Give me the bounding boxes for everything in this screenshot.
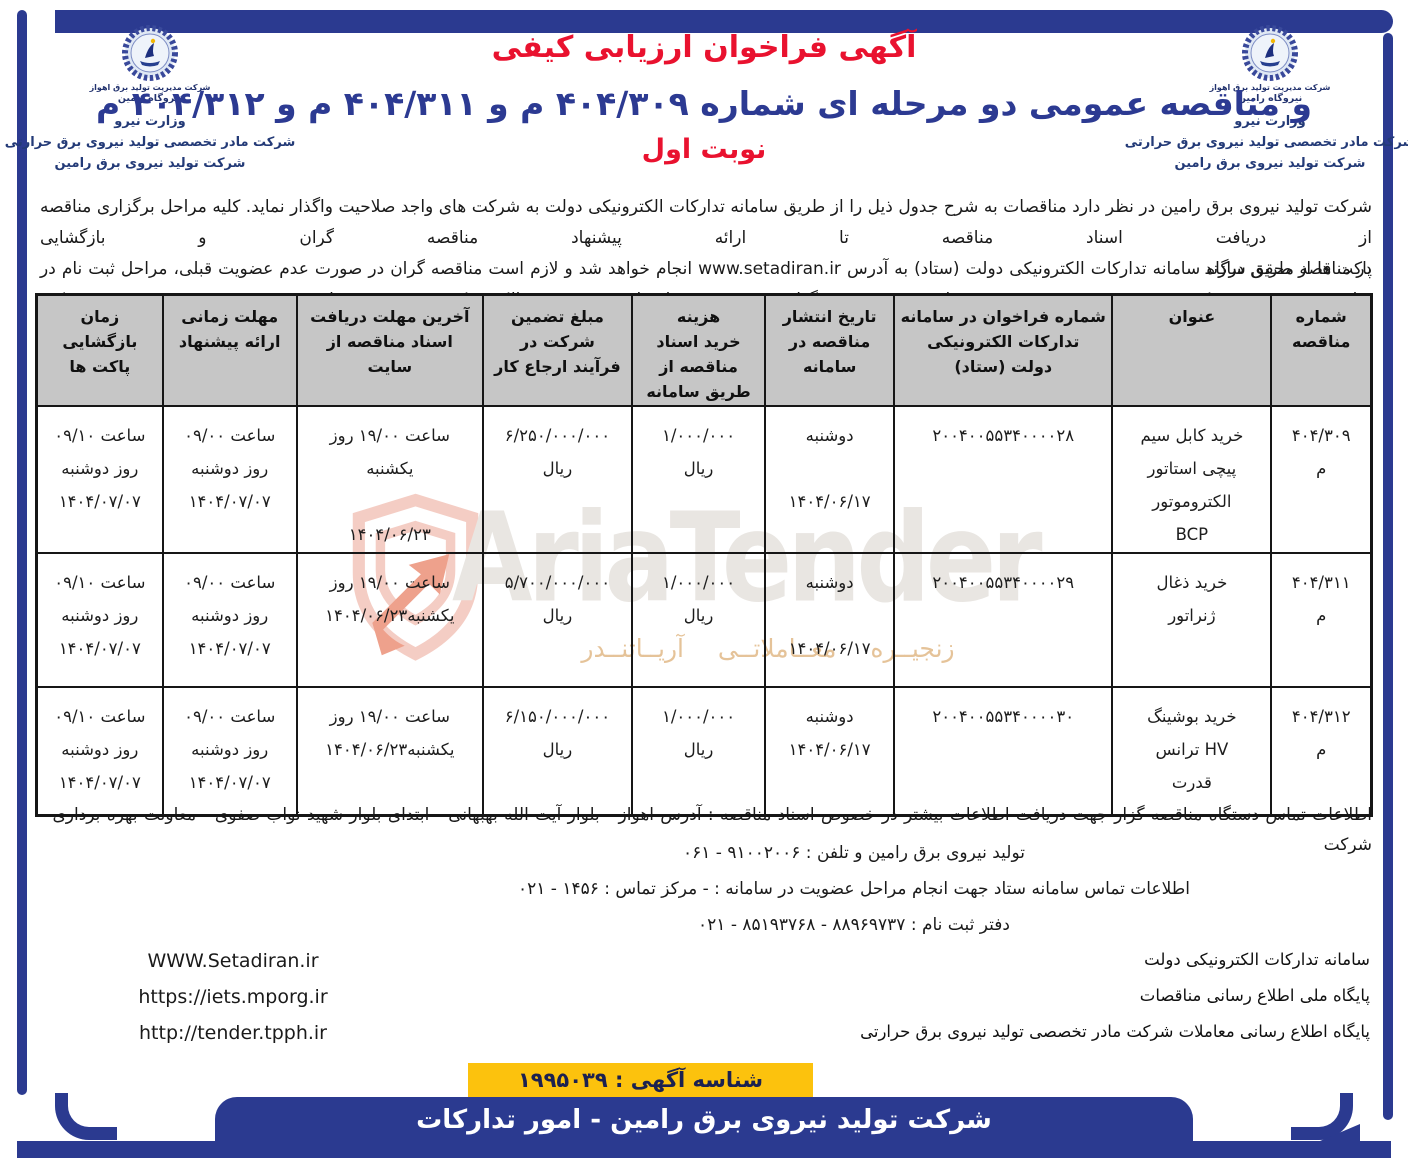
holding-company-name: شرکت مادر تخصصی تولید نیروی برق حرارتی (4, 135, 296, 150)
cell-title: خرید ذغال ژنراتور (1111, 552, 1273, 688)
round-label: نوبت اول (641, 134, 767, 165)
link-label-tpph: پایگاه اطلاع رسانی معاملات شرکت مادر تخص… (860, 1022, 1370, 1041)
cell-setad-number: ۲۰۰۴۰۰۵۵۳۴۰۰۰۰۳۰ (893, 686, 1114, 816)
link-url-iets[interactable]: https://iets.mporg.ir (138, 986, 328, 1008)
header-title: عنوان (1111, 293, 1273, 407)
cell-doc-fee: ۱/۰۰۰/۰۰۰ ریال (630, 686, 767, 816)
setad-contact-line: اطلاعات تماس سامانه ستاد جهت انجام مراحل… (517, 879, 1191, 899)
org-block-right: شرکت مدیریت تولید برق اهواز نیروگاه رامی… (1110, 24, 1408, 174)
header-offer-deadline: مهلت زمانی ارائه پیشنهاد (161, 293, 298, 407)
cell-setad-number: ۲۰۰۴۰۰۵۵۳۴۰۰۰۰۲۹ (893, 552, 1114, 688)
cell-offer-deadline: ساعت ۰۹/۰۰ روز دوشنبه ۱۴۰۴/۰۷/۰۷ (161, 686, 298, 816)
header-tender-number: شماره مناقصه (1270, 293, 1373, 407)
emblem-caption: شرکت مدیریت تولید برق اهواز (1209, 83, 1331, 92)
tender-table: شماره مناقصه عنوان شماره فراخوان در ساما… (35, 293, 1373, 817)
intro-paragraph: شرکت تولید نیروی برق رامین در نظر دارد م… (40, 197, 1373, 310)
cell-publish-date: دوشنبه ۱۴۰۴/۰۶/۱۷ (764, 552, 896, 688)
header-doc-deadline: آخرین مهلت دریافت اسناد مناقصه از سایت (295, 293, 484, 407)
cell-offer-deadline: ساعت ۰۹/۰۰ روز دوشنبه ۱۴۰۴/۰۷/۰۷ (161, 552, 298, 688)
intro-paragraph-last-line: در مناقصه محقق سازند (1204, 259, 1372, 279)
link-label-iets: پایگاه ملی اطلاع رسانی مناقصات (1139, 986, 1370, 1005)
header-setad-number: شماره فراخوان در سامانه تدارکات الکترونی… (893, 293, 1114, 407)
cell-title: خرید بوشینگ HV ترانس قدرت (1111, 686, 1273, 816)
page-title: آگهی فراخوان ارزیابی کیفی (491, 30, 917, 65)
link-url-tpph[interactable]: http://tender.tpph.ir (139, 1022, 327, 1044)
cell-opening-time: ساعت ۰۹/۱۰ روز دوشنبه ۱۴۰۴/۰۷/۰۷ (35, 405, 164, 554)
bottom-company-bar: شرکت تولید نیروی برق رامین - امور تدارکا… (215, 1097, 1193, 1141)
cell-tender-number: ۴۰۴/۳۰۹ م (1270, 405, 1373, 554)
cell-opening-time: ساعت ۰۹/۱۰ روز دوشنبه ۱۴۰۴/۰۷/۰۷ (35, 686, 164, 816)
registration-office-line: دفتر ثبت نام : ۸۸۹۶۹۷۳۷ - ۸۵۱۹۳۷۶۸ - ۰۲۱ (698, 915, 1010, 935)
cell-opening-time: ساعت ۰۹/۱۰ روز دوشنبه ۱۴۰۴/۰۷/۰۷ (35, 552, 164, 688)
frame-top-bar (55, 10, 1393, 33)
holding-company-name: شرکت مادر تخصصی تولید نیروی برق حرارتی (1124, 135, 1408, 150)
table-header-row: شماره مناقصه عنوان شماره فراخوان در ساما… (35, 293, 1373, 407)
cell-guarantee: ۶/۲۵۰/۰۰۰/۰۰۰ ریال (481, 405, 633, 554)
cell-doc-fee: ۱/۰۰۰/۰۰۰ ریال (630, 552, 767, 688)
cell-publish-date: دوشنبه ۱۴۰۴/۰۶/۱۷ (764, 405, 896, 554)
ministry-name: وزارت نیرو (1234, 114, 1306, 129)
company-name: شرکت تولید نیروی برق رامین (1174, 156, 1366, 171)
table-row: ۴۰۴/۳۱۲ م خرید بوشینگ HV ترانس قدرت ۲۰۰۴… (35, 686, 1373, 816)
cell-setad-number: ۲۰۰۴۰۰۵۵۳۴۰۰۰۰۲۸ (893, 405, 1114, 554)
company-emblem-icon (1242, 25, 1298, 81)
header-guarantee: مبلغ تضمین شرکت در فرآیند ارجاع کار (481, 293, 633, 407)
org-block-left: شرکت مدیریت تولید برق اهواز نیروگاه رامی… (0, 24, 310, 174)
cell-offer-deadline: ساعت ۰۹/۰۰ روز دوشنبه ۱۴۰۴/۰۷/۰۷ (161, 405, 298, 554)
cell-publish-date: دوشنبه ۱۴۰۴/۰۶/۱۷ (764, 686, 896, 816)
table-row: ۴۰۴/۳۱۱ م خرید ذغال ژنراتور ۲۰۰۴۰۰۵۵۳۴۰۰… (35, 552, 1373, 688)
emblem-caption-powerplant: نیروگاه رامین (117, 93, 183, 104)
cell-doc-deadline: ساعت ۱۹/۰۰ روز یکشنبه ۱۴۰۴/۰۶/۲۳ (295, 405, 484, 554)
table-row: ۴۰۴/۳۰۹ م خرید کابل سیم پیچی استاتور الک… (35, 405, 1373, 554)
emblem-caption-powerplant: نیروگاه رامین (1237, 93, 1303, 104)
notice-id-badge: شناسه آگهی : ۱۹۹۵۰۳۹ (468, 1063, 813, 1097)
company-name: شرکت تولید نیروی برق رامین (54, 156, 246, 171)
cell-doc-deadline: ساعت ۱۹/۰۰ روز یکشنبه۱۴۰۴/۰۶/۲۳ (295, 552, 484, 688)
header-opening-time: زمان بازگشایی پاکت ها (35, 293, 164, 407)
cell-guarantee: ۶/۱۵۰/۰۰۰/۰۰۰ ریال (481, 686, 633, 816)
tender-numbers-title: و مناقصه عمومی دو مرحله ای شماره ۴۰۴/۳۰۹… (96, 84, 1312, 123)
company-emblem-icon (122, 25, 178, 81)
frame-left-bar (17, 10, 27, 1095)
cell-tender-number: ۴۰۴/۳۱۱ م (1270, 552, 1373, 688)
contact-phone-line: تولید نیروی برق رامین و تلفن : ۹۱۰۰۲۰۰۶ … (683, 843, 1025, 863)
frame-bottom-bar (17, 1141, 1391, 1158)
cell-doc-deadline: ساعت ۱۹/۰۰ روز یکشنبه۱۴۰۴/۰۶/۲۳ (295, 686, 484, 816)
link-label-setad: سامانه تدارکات الکترونیکی دولت (1144, 950, 1370, 969)
cell-guarantee: ۵/۷۰۰/۰۰۰/۰۰۰ ریال (481, 552, 633, 688)
ministry-name: وزارت نیرو (114, 114, 186, 129)
cell-doc-fee: ۱/۰۰۰/۰۰۰ ریال (630, 405, 767, 554)
cell-tender-number: ۴۰۴/۳۱۲ م (1270, 686, 1373, 816)
frame-corner-bottom-left (55, 1093, 117, 1140)
header-doc-fee: هزینه خرید اسناد مناقصه از طریق سامانه (630, 293, 767, 407)
emblem-caption: شرکت مدیریت تولید برق اهواز (89, 83, 211, 92)
link-url-setad[interactable]: WWW.Setadiran.ir (147, 950, 319, 972)
header-publish-date: تاریخ انتشار مناقصه در سامانه (764, 293, 896, 407)
frame-right-bar (1383, 33, 1393, 1120)
cell-title: خرید کابل سیم پیچی استاتور الکتروموتور B… (1111, 405, 1273, 554)
